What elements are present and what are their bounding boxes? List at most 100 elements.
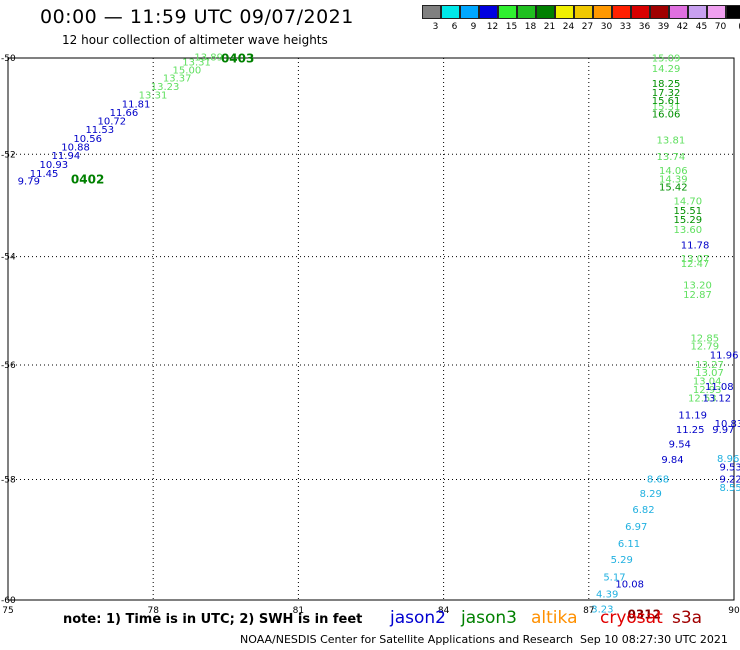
wave-height-reading: 11.78 [681, 241, 710, 252]
lat-tick-label: -52 [1, 150, 16, 160]
legend-label: 24 [562, 22, 575, 32]
wave-height-reading: 10.56 [73, 134, 102, 145]
lon-tick-label: 81 [293, 606, 304, 616]
wave-height-reading: 11.45 [30, 169, 59, 180]
wave-height-reading: 11.96 [710, 350, 739, 361]
wave-height-reading: 12.87 [683, 290, 712, 301]
wave-height-reading: 4.39 [596, 590, 618, 601]
wave-height-reading: 14.06 [659, 166, 688, 177]
wave-height-reading: 13.31 [182, 57, 211, 68]
wave-height-reading: 13.12 [703, 394, 732, 405]
wave-height-reading: 9.97 [712, 425, 734, 436]
wave-height-reading: 13.20 [683, 280, 712, 291]
wave-height-reading: 11.66 [110, 108, 139, 119]
wave-height-reading: 13.07 [681, 254, 710, 265]
legend-label: 36 [638, 22, 651, 32]
lon-tick-label: 75 [2, 606, 13, 616]
legend-swatch [612, 5, 631, 19]
wave-height-reading: 9.79 [18, 176, 40, 187]
satellite-s3a: s3a [672, 608, 703, 628]
legend-swatch [422, 5, 441, 19]
page-subtitle: 12 hour collection of altimeter wave hei… [62, 33, 328, 47]
credit-text: NOAA/NESDIS Center for Satellite Applica… [240, 633, 574, 646]
wave-height-reading: 12.93 [693, 385, 722, 396]
wave-height-reading: 11.19 [678, 411, 707, 422]
wave-height-reading: 12.47 [681, 259, 710, 270]
satellite-jason2: jason2 [390, 608, 446, 628]
wave-height-reading: 13.31 [139, 91, 168, 102]
wave-height-reading: 13.07 [695, 368, 724, 379]
wave-height-reading: 16.06 [652, 109, 681, 120]
wave-height-reading: 10.72 [98, 117, 127, 128]
wave-height-reading: 13.89 [194, 52, 223, 63]
pass-time-label: 0312 [628, 608, 661, 622]
wave-height-reading: 3.23 [591, 604, 613, 615]
wave-height-reading: 9.53 [719, 463, 740, 474]
lat-tick-label: -54 [1, 253, 16, 263]
wave-height-reading: 13.81 [657, 135, 686, 146]
satellite-jason3: jason3 [461, 608, 517, 628]
wave-height-reading: 13.27 [695, 360, 724, 371]
generated-timestamp: Sep 10 08:27:30 UTC 2021 [580, 633, 728, 646]
map-axes: 75 78 81 84 87 90 -50 -52 -54 -56 -58 -60 [1, 54, 740, 616]
wave-height-reading: 15.09 [652, 54, 681, 65]
lat-tick-label: -58 [1, 475, 16, 485]
legend-label: 70 [714, 22, 727, 32]
wave-height-reading: 15.31 [652, 102, 681, 113]
wave-height-reading: 15.00 [173, 65, 202, 76]
legend-swatch [707, 5, 726, 19]
legend-swatch [688, 5, 707, 19]
legend-label: 45 [695, 22, 708, 32]
wave-height-reading: 13.60 [674, 225, 703, 236]
wave-height-reading: 11.53 [85, 125, 114, 136]
legend-label: 30 [600, 22, 613, 32]
wave-height-reading: 15.61 [652, 96, 681, 107]
wave-height-reading: 14.70 [674, 197, 703, 208]
legend-label: 6 [451, 22, 458, 32]
legend-label: 33 [619, 22, 632, 32]
lon-tick-label: 84 [438, 606, 450, 616]
legend-swatch [650, 5, 669, 19]
wave-height-reading: 12.53 [688, 394, 717, 405]
wave-height-reading: 12.85 [690, 334, 719, 345]
wave-height-reading: 9.22 [719, 474, 740, 485]
pass-time-label: 0402 [71, 172, 104, 186]
wave-height-reading: 18.25 [652, 79, 681, 90]
legend-swatch [460, 5, 479, 19]
lon-tick-label: 90 [728, 606, 740, 616]
legend-swatch [498, 5, 517, 19]
wave-height-reading: 12.79 [690, 341, 719, 352]
wave-height-reading: 8.96 [717, 454, 739, 465]
map-frame [7, 57, 735, 601]
wave-height-reading: 13.23 [151, 82, 180, 93]
wave-height-reading: 13.04 [693, 377, 722, 388]
wave-height-reading: 6.82 [632, 505, 654, 516]
pass-time-labels: 0402 0403 0312 [71, 52, 661, 622]
legend-swatch [593, 5, 612, 19]
footer-note: note: 1) Time is in UTC; 2) SWH is in fe… [63, 612, 363, 627]
legend-label: 27 [581, 22, 594, 32]
legend-label: 21 [543, 22, 556, 32]
wave-height-reading: 8.29 [640, 489, 662, 500]
wave-height-reading: 10.93 [39, 160, 68, 171]
legend-swatch [631, 5, 650, 19]
legend-swatch [517, 5, 536, 19]
wave-height-reading: 17.32 [652, 88, 681, 99]
legend-label: 3 [432, 22, 439, 32]
wave-height-reading: 11.81 [122, 99, 151, 110]
legend-unit: (ft) [733, 22, 740, 32]
satellite-altika: altika [531, 608, 578, 628]
wave-height-reading: 9.84 [661, 455, 683, 466]
wave-height-reading: 11.08 [705, 382, 734, 393]
wave-height-reading: 5.29 [611, 555, 633, 566]
wave-height-reading: 8.68 [647, 474, 669, 485]
legend-swatch [441, 5, 460, 19]
legend-swatch [669, 5, 688, 19]
wave-height-reading: 10.83 [715, 419, 740, 430]
wave-height-reading: 15.29 [674, 215, 703, 226]
map-grid [7, 57, 735, 601]
page-title: 00:00 — 11:59 UTC 09/07/2021 [40, 6, 354, 28]
lon-tick-label: 87 [583, 606, 594, 616]
legend-label: 12 [486, 22, 499, 32]
